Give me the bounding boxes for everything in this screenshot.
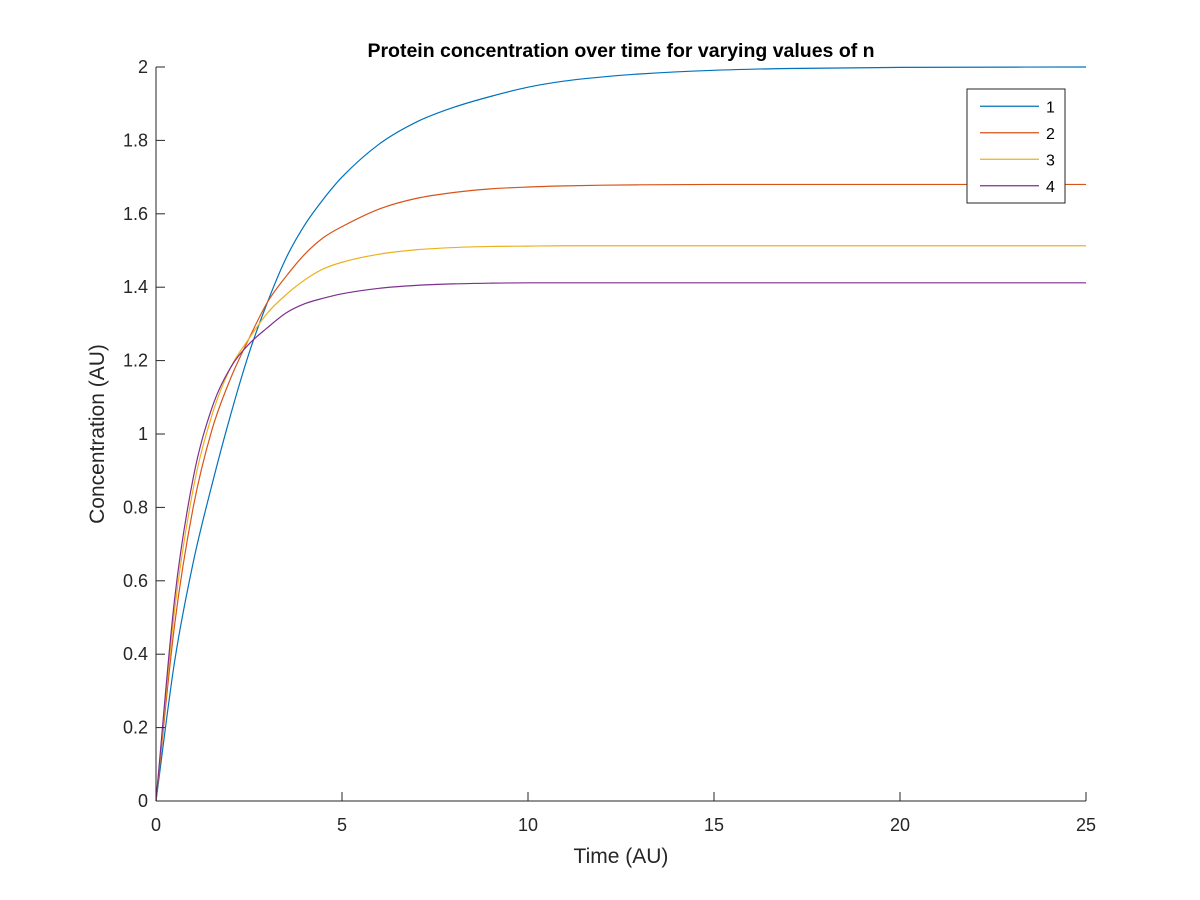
series-layer: [155, 66, 1087, 802]
chart-title: Protein concentration over time for vary…: [367, 40, 874, 62]
y-tick-label: 0.2: [123, 718, 148, 738]
legend-box: [966, 88, 1066, 204]
y-axis-title: Concentration (AU): [86, 344, 109, 524]
legend-label-4: 4: [1046, 179, 1055, 196]
y-tick-label: 1.8: [123, 130, 148, 150]
x-tick-label: 15: [704, 815, 724, 835]
y-tick-label: 1.4: [123, 277, 148, 297]
y-tick-label: 1.2: [123, 351, 148, 371]
x-tick-label: 0: [151, 815, 161, 835]
x-tick-label: 5: [337, 815, 347, 835]
y-tick-label: 2: [138, 57, 148, 77]
y-tick-label: 1: [138, 424, 148, 444]
legend-label-1: 1: [1046, 99, 1055, 116]
series-line-1: [155, 66, 1087, 802]
series-line-4: [155, 282, 1086, 802]
series-line-3: [155, 245, 1086, 802]
x-tick-label: 25: [1076, 815, 1096, 835]
legend: 1 2 3 4: [966, 88, 1066, 204]
legend-label-3: 3: [1046, 152, 1055, 169]
series-line-2: [155, 183, 1086, 802]
x-tick-label: 10: [518, 815, 538, 835]
y-tick-label: 1.6: [123, 204, 148, 224]
x-tick-label: 20: [890, 815, 910, 835]
plot-area: [156, 67, 1086, 801]
axes-layer: 0 5 10 15 20 25 0 0.2 0.4 0.6 0.8 1 1.2 1.4 1.6 1.8 2: [123, 57, 1096, 835]
y-tick-label: 0.4: [123, 644, 148, 664]
legend-label-2: 2: [1046, 126, 1055, 143]
y-tick-label: 0.8: [123, 497, 148, 517]
y-tick-label: 0.6: [123, 571, 148, 591]
y-tick-label: 0: [138, 791, 148, 811]
x-axis-title: Time (AU): [574, 845, 669, 868]
